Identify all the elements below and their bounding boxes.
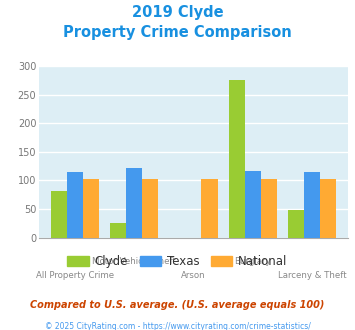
Text: 2019 Clyde: 2019 Clyde <box>132 5 223 20</box>
Bar <box>304 172 320 238</box>
Text: Property Crime Comparison: Property Crime Comparison <box>63 25 292 40</box>
Text: Motor Vehicle Theft: Motor Vehicle Theft <box>92 257 176 266</box>
Text: All Property Crime: All Property Crime <box>36 271 114 280</box>
Text: © 2025 CityRating.com - https://www.cityrating.com/crime-statistics/: © 2025 CityRating.com - https://www.city… <box>45 322 310 330</box>
Bar <box>320 179 336 238</box>
Bar <box>67 172 83 238</box>
Bar <box>126 168 142 238</box>
Bar <box>245 171 261 238</box>
Text: Burglary: Burglary <box>235 257 271 266</box>
Bar <box>51 191 67 238</box>
Bar <box>83 179 99 238</box>
Text: Larceny & Theft: Larceny & Theft <box>278 271 346 280</box>
Text: Compared to U.S. average. (U.S. average equals 100): Compared to U.S. average. (U.S. average … <box>30 300 325 310</box>
Text: Arson: Arson <box>181 271 206 280</box>
Legend: Clyde, Texas, National: Clyde, Texas, National <box>62 250 293 273</box>
Bar <box>261 179 277 238</box>
Bar <box>142 179 158 238</box>
Bar <box>288 210 304 238</box>
Bar <box>110 223 126 238</box>
Bar <box>202 179 218 238</box>
Bar <box>229 80 245 238</box>
